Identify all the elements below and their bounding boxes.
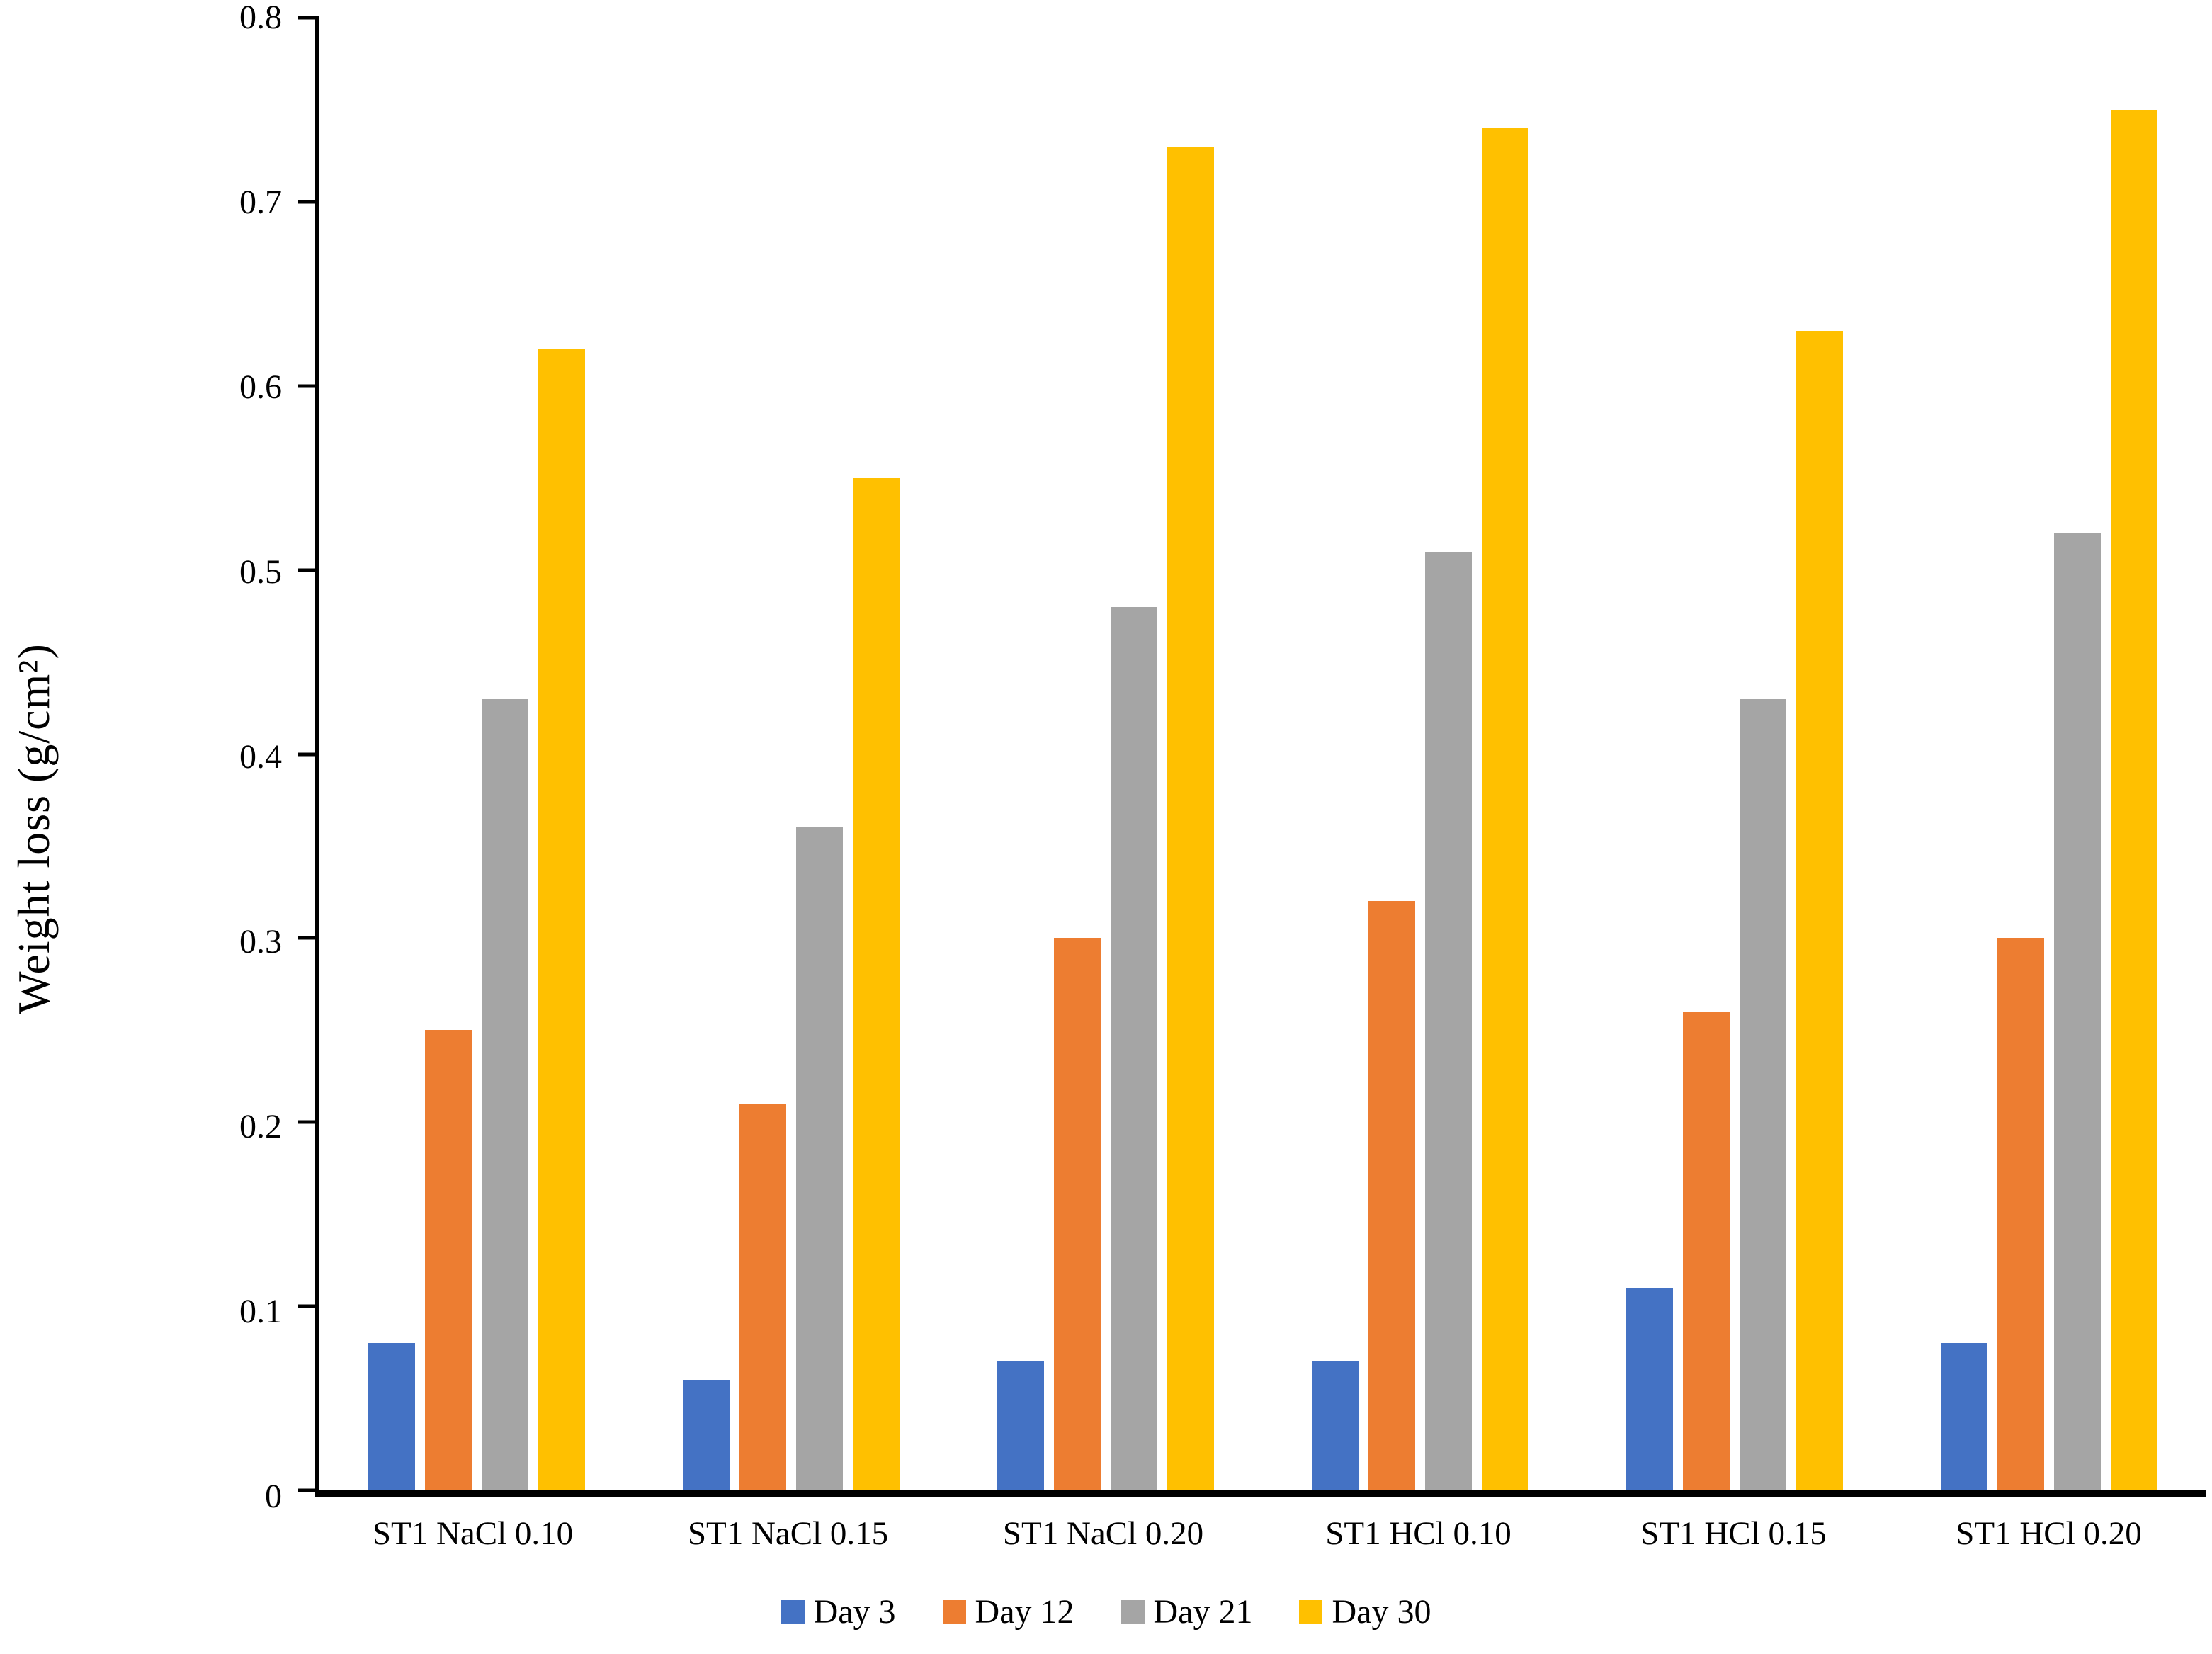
bar	[1312, 1361, 1359, 1490]
legend-item: Day 12	[942, 1592, 1074, 1631]
bar-group	[319, 18, 634, 1490]
y-axis-tick-label: 0.6	[239, 368, 282, 406]
bar-group	[1892, 18, 2206, 1490]
bar	[1167, 146, 1214, 1490]
bar-group	[1577, 18, 1892, 1490]
legend-swatch	[1299, 1600, 1323, 1624]
bar	[1796, 330, 1843, 1490]
legend-swatch	[781, 1600, 805, 1624]
y-axis-tick	[298, 936, 319, 940]
bar	[1111, 606, 1157, 1490]
legend-item: Day 21	[1121, 1592, 1253, 1631]
legend-item: Day 3	[781, 1592, 896, 1631]
bar	[1941, 1343, 1987, 1490]
x-axis-label: ST1 NaCl 0.15	[687, 1515, 889, 1552]
y-axis-tick	[298, 200, 319, 204]
x-axis-label: ST1 HCl 0.20	[1956, 1515, 2142, 1552]
y-axis-tick-label: 0.1	[239, 1293, 282, 1330]
x-axis-label: ST1 HCl 0.10	[1325, 1515, 1511, 1552]
y-axis-tick-label: 0	[265, 1478, 282, 1515]
bar	[796, 827, 843, 1490]
bar	[482, 698, 528, 1490]
bar	[997, 1361, 1044, 1490]
bars-container	[319, 18, 2206, 1490]
y-axis-tick-label: 0.2	[239, 1108, 282, 1145]
y-axis-tick	[298, 1304, 319, 1308]
bar-group	[634, 18, 948, 1490]
legend: Day 3 Day 12 Day 21 Day 30	[0, 1592, 2212, 1631]
y-axis-tick-label: 0.5	[239, 553, 282, 591]
x-axis-label: ST1 NaCl 0.20	[1002, 1515, 1204, 1552]
plot-area	[298, 16, 2206, 1497]
bar	[2111, 109, 2157, 1490]
legend-label: Day 21	[1153, 1593, 1253, 1631]
y-axis-tick	[298, 1488, 319, 1492]
bar-group	[948, 18, 1263, 1490]
bar	[1482, 128, 1528, 1490]
y-axis-tick	[298, 752, 319, 756]
legend-label: Day 30	[1332, 1593, 1431, 1631]
x-axis-labels: ST1 NaCl 0.10 ST1 NaCl 0.15 ST1 NaCl 0.20 S…	[315, 1514, 2206, 1553]
bar	[1997, 938, 2044, 1490]
bar	[2054, 533, 2101, 1490]
bar	[538, 349, 585, 1490]
bar	[1683, 1012, 1730, 1490]
y-axis-tick-labels: 0 0.1 0.2 0.3 0.4 0.5 0.6 0.7 0.8	[0, 1, 282, 1514]
y-axis-tick	[298, 16, 319, 20]
y-axis-tick	[298, 1120, 319, 1124]
bar	[1054, 938, 1101, 1490]
x-axis-label: ST1 HCl 0.15	[1640, 1515, 1827, 1552]
bar	[1368, 901, 1415, 1490]
bar	[425, 1030, 472, 1490]
bar	[1425, 551, 1472, 1490]
bar	[368, 1343, 415, 1490]
legend-swatch	[1121, 1600, 1145, 1624]
legend-label: Day 3	[813, 1593, 896, 1631]
legend-swatch	[942, 1600, 966, 1624]
legend-label: Day 12	[975, 1593, 1074, 1631]
y-axis-tick	[298, 568, 319, 572]
bar	[683, 1380, 730, 1490]
y-axis-tick-label: 0.8	[239, 0, 282, 36]
y-axis-tick-label: 0.3	[239, 923, 282, 961]
bar	[739, 1104, 786, 1490]
legend-item: Day 30	[1299, 1592, 1431, 1631]
bar-group	[1263, 18, 1577, 1490]
x-axis-label: ST1 NaCl 0.10	[372, 1515, 574, 1552]
bar	[1626, 1288, 1673, 1490]
bar	[853, 477, 900, 1490]
y-axis-tick-label: 0.4	[239, 738, 282, 776]
bar	[1740, 698, 1786, 1490]
y-axis-tick	[298, 384, 319, 388]
y-axis-tick-label: 0.7	[239, 183, 282, 221]
